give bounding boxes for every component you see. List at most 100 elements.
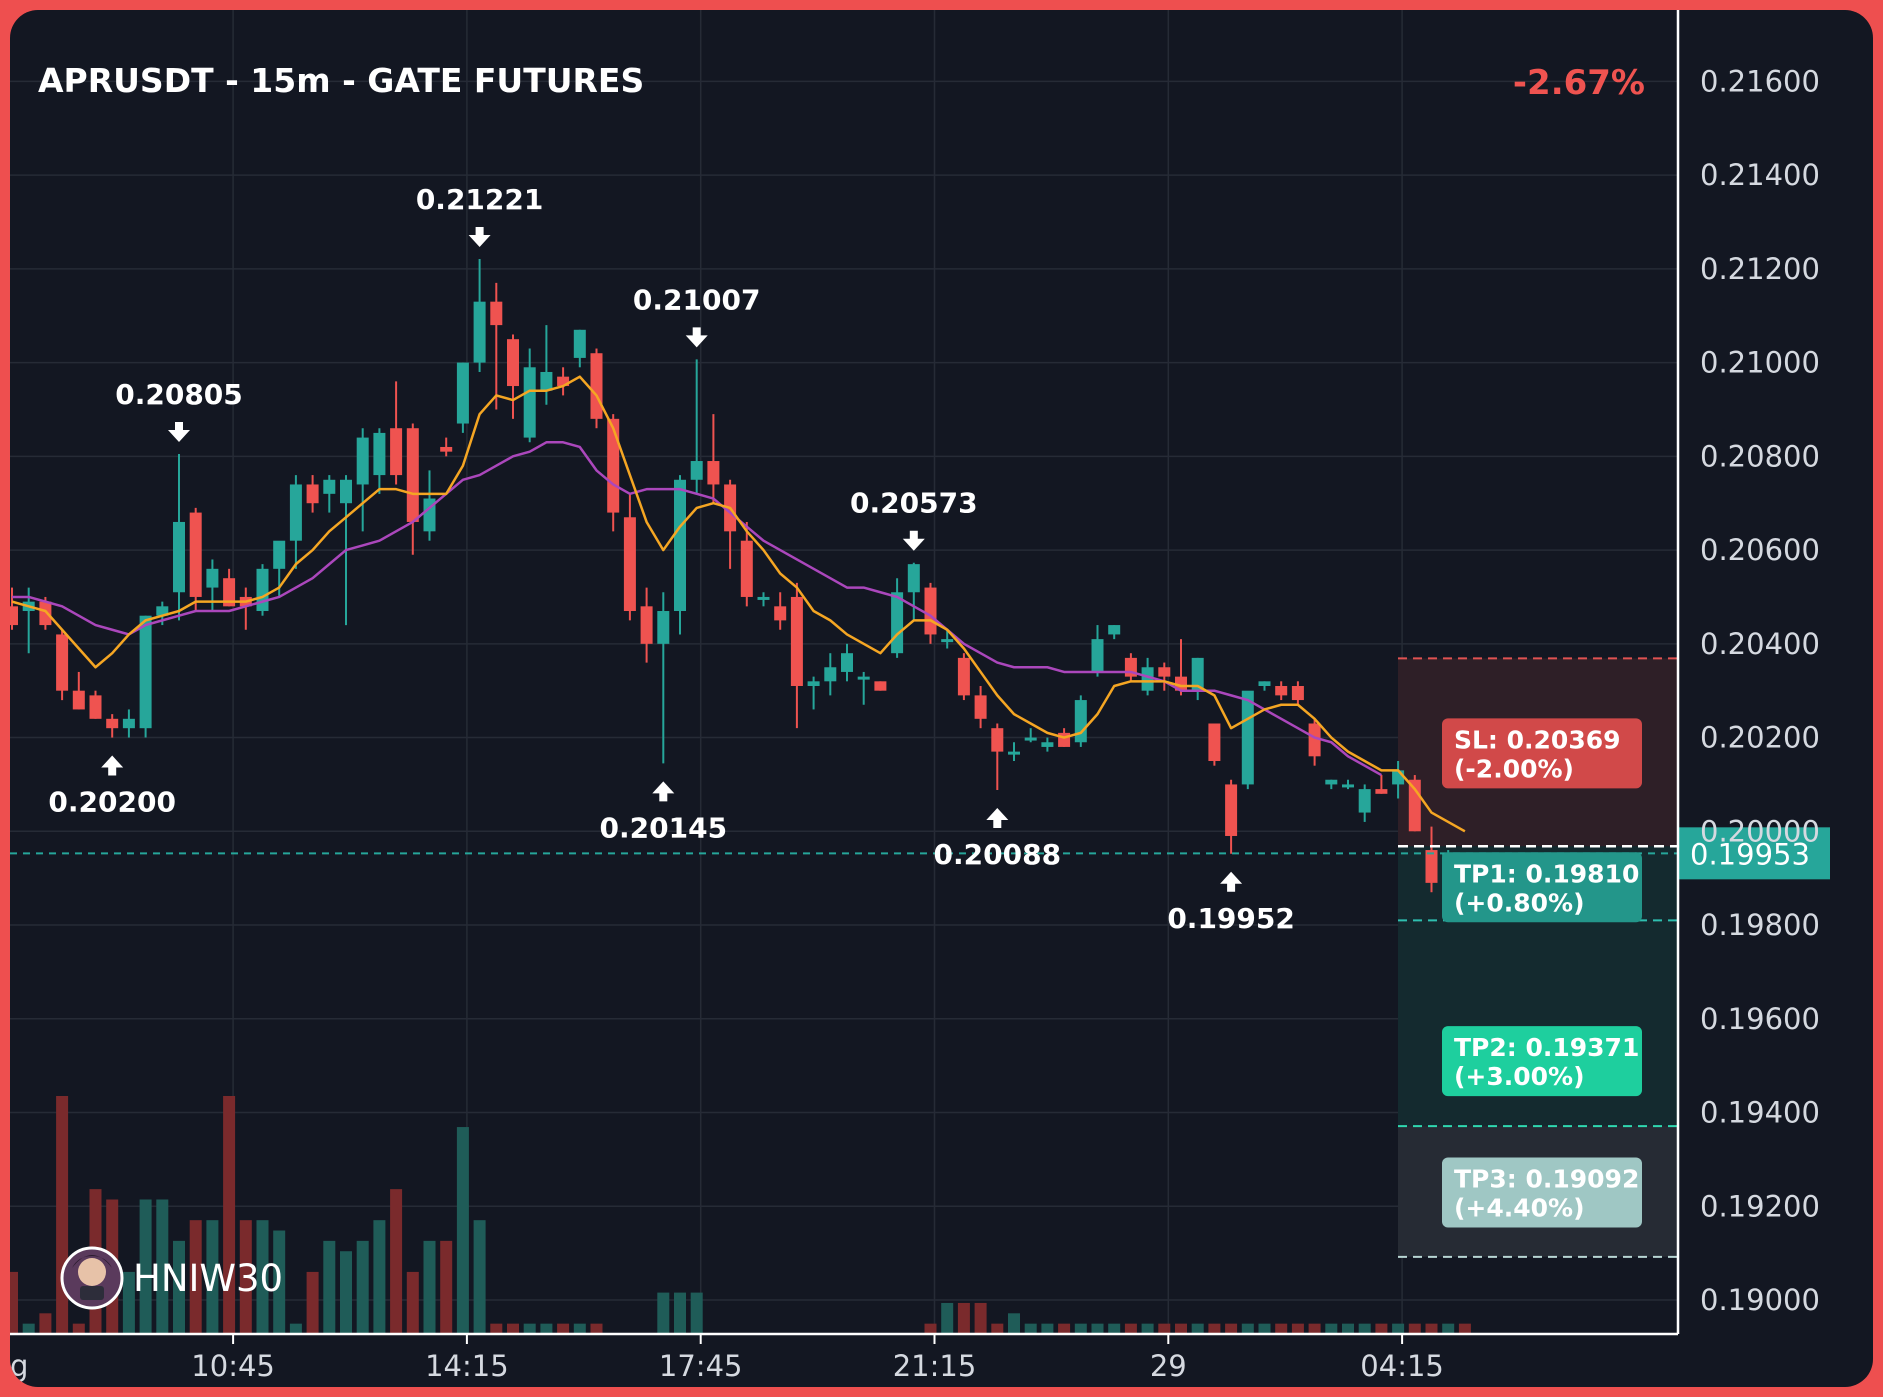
volume-bar [206, 1220, 219, 1334]
candle-body [10, 606, 18, 626]
annotation-high: 0.21007 [633, 283, 760, 348]
volume-bar [22, 1323, 35, 1334]
volume-bar [1124, 1323, 1137, 1334]
tp2-box-title: TP2: 0.19371 [1454, 1033, 1639, 1062]
volume-bar [1208, 1323, 1221, 1334]
volume-bar [1375, 1323, 1388, 1334]
candle-body [774, 606, 787, 621]
axes: 0.21600 0.21400 0.21200 0.21000 0.20800 0.206… [10, 10, 1820, 1383]
down-arrow-icon [168, 421, 190, 442]
candle-body [757, 596, 770, 600]
annotation-label: 0.20573 [850, 487, 978, 520]
x-tick-label: 29 [1150, 1349, 1187, 1383]
candle-body [139, 615, 152, 729]
candle-body [206, 568, 219, 588]
watermark-text: HNIW30 [133, 1257, 283, 1300]
x-tick-label: g [10, 1349, 28, 1383]
candle-body [340, 479, 352, 504]
candle-body [306, 484, 319, 504]
annotation-high: 0.21221 [416, 183, 543, 248]
y-tick-label: 0.19400 [1700, 1096, 1820, 1130]
candle-body [1291, 686, 1304, 701]
candle-body [540, 371, 553, 391]
volume-bar [406, 1271, 419, 1334]
annotation-low: 0.20145 [600, 781, 727, 844]
volume-bar [390, 1189, 403, 1334]
candle-body [740, 540, 753, 597]
candle-body [223, 578, 236, 607]
volume-bar [1008, 1313, 1020, 1334]
volume-bar [1342, 1323, 1354, 1334]
tp3-box-pct: (+4.40%) [1454, 1193, 1585, 1222]
tp3-box-title: TP3: 0.19092 [1454, 1164, 1639, 1193]
volume-bar [1225, 1323, 1238, 1334]
sl-label-box: SL: 0.20369(-2.00%) [1442, 718, 1642, 789]
volume-bar [507, 1323, 519, 1334]
candle-body [857, 676, 870, 680]
up-arrow-icon [101, 755, 124, 776]
volume-bar [674, 1292, 686, 1334]
volume-bar [1074, 1323, 1087, 1334]
candle-body [1225, 784, 1238, 836]
down-arrow-icon [685, 327, 708, 348]
volume-bar [1358, 1323, 1371, 1334]
volume-bar [239, 1220, 252, 1334]
candle-body [907, 564, 920, 593]
y-tick-label: 0.20400 [1700, 627, 1820, 661]
y-tick-label: 0.20600 [1700, 533, 1820, 567]
candle-body [273, 540, 286, 569]
y-tick-label: 0.20200 [1700, 721, 1820, 755]
candle-body [156, 606, 169, 616]
volume-bar [1392, 1323, 1405, 1334]
candle-body [1375, 789, 1388, 794]
candle-body [974, 695, 987, 719]
candle-body [406, 428, 419, 522]
candle-body [707, 461, 720, 485]
chart-title: APRUSDT - 15m - GATE FUTURES [38, 61, 644, 100]
candle-body [841, 653, 853, 672]
annotation-label: 0.20805 [115, 378, 243, 411]
candle-body [1325, 779, 1338, 785]
tp1-box-title: TP1: 0.19810 [1454, 859, 1639, 888]
x-tick-label: 10:45 [191, 1349, 275, 1383]
volume-bar [1308, 1323, 1321, 1334]
y-tick-label: 0.19600 [1700, 1002, 1820, 1036]
volume-bar [323, 1240, 336, 1334]
volume-bar [440, 1240, 453, 1334]
volume-bar [423, 1240, 436, 1334]
volume-bar [924, 1323, 937, 1334]
annotation-high: 0.20573 [850, 487, 978, 551]
up-arrow-icon [652, 781, 675, 802]
volume-bar [573, 1323, 586, 1334]
candle-body [573, 329, 586, 358]
avatar-icon [60, 1246, 124, 1310]
volume-bar [1291, 1323, 1304, 1334]
volume-bars [10, 1096, 1471, 1334]
candle-body [56, 634, 69, 691]
tp1-label-box: TP1: 0.19810(+0.80%) [1442, 852, 1642, 923]
ema-slow-line [12, 441, 1383, 777]
candle-body [440, 446, 453, 452]
candle-body [557, 376, 570, 387]
volume-bar [1108, 1323, 1121, 1334]
y-tick-label: 0.21600 [1700, 64, 1820, 98]
volume-bar [991, 1323, 1004, 1334]
candle-body [373, 432, 386, 476]
volume-bar [1041, 1323, 1054, 1334]
y-tick-label: 0.21400 [1700, 158, 1820, 192]
candle-body [1392, 770, 1405, 785]
y-tick-label: 0.21000 [1700, 346, 1820, 380]
tp2-box-bg [1442, 1026, 1642, 1097]
volume-bar [1275, 1323, 1288, 1334]
candle-body [1208, 723, 1221, 761]
volume-bar [1258, 1323, 1271, 1334]
x-tick-label: 21:15 [893, 1349, 977, 1383]
watermark: HNIW30 [60, 1246, 283, 1310]
price-change: -2.67% [1513, 63, 1645, 103]
tp1-box-pct: (+0.80%) [1454, 888, 1585, 917]
annotation-label: 0.20088 [934, 838, 1062, 871]
candle-body [1158, 667, 1171, 677]
tp2-box-pct: (+3.00%) [1454, 1062, 1585, 1091]
